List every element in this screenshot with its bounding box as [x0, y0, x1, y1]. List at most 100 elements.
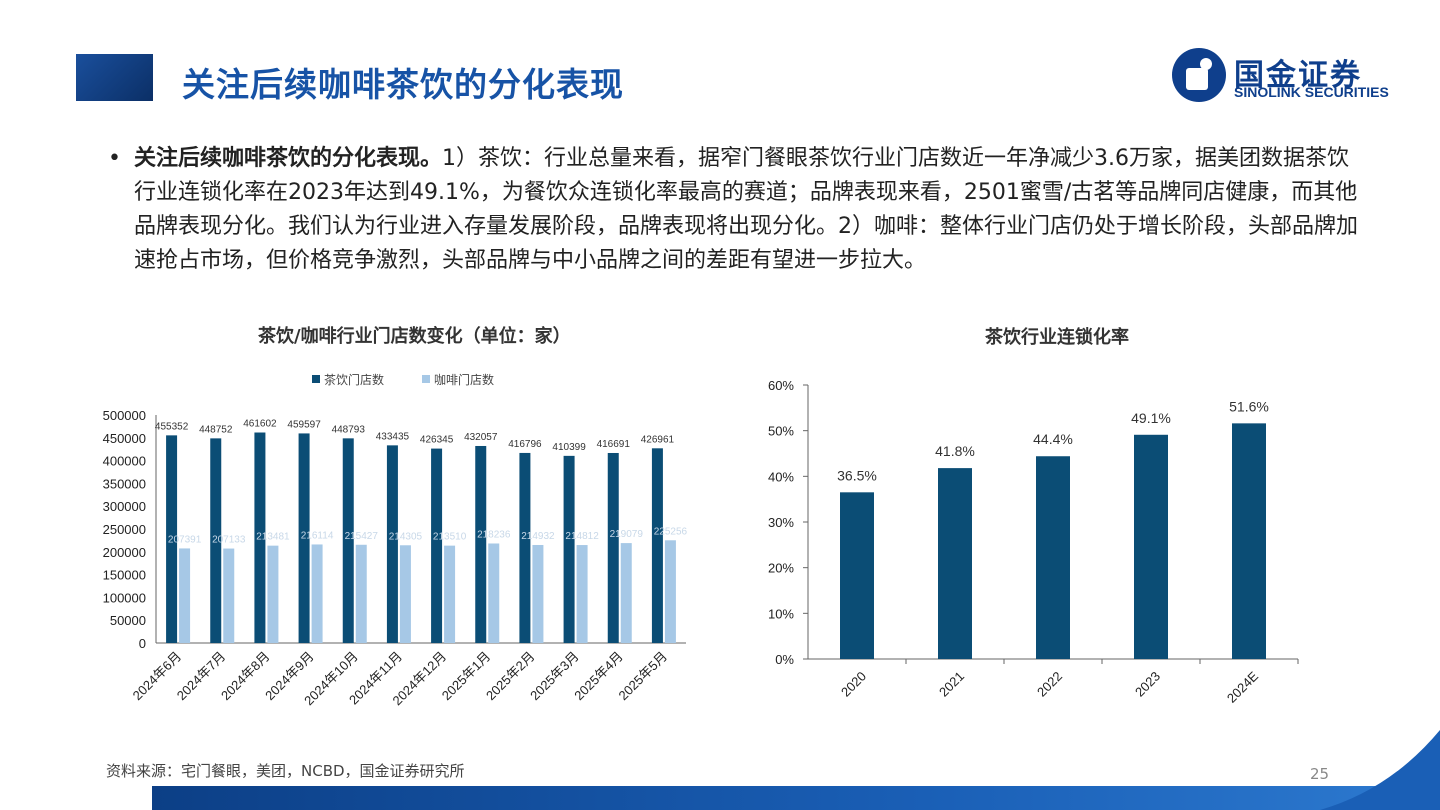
tea-data-label: 448752 [199, 424, 233, 435]
bottom-bar [152, 786, 1440, 810]
chain-rate-data-label: 36.5% [837, 467, 877, 483]
chain-rate-chart: 0% 10% 20% 30% 40% 50% 60% 36.5% 2020 41.8% 2021 44… [768, 378, 1299, 706]
bullet-bold-lead: 关注后续咖啡茶饮的分化表现。 [134, 146, 443, 171]
tea-bar [210, 438, 222, 643]
y-tick-label: 40% [768, 469, 794, 484]
coffee-bar [664, 540, 676, 643]
y-tick-label: 30% [768, 515, 794, 530]
coffee-data-label: 219079 [610, 529, 644, 540]
coffee-data-label: 207391 [168, 534, 202, 545]
y-tick-label: 0 [139, 636, 146, 651]
bullet-body: 1）茶饮：行业总量来看，据窄门餐眼茶饮行业门店数近一年净减少3.6万家，据美团数… [134, 146, 1359, 273]
coffee-data-label: 207133 [212, 535, 246, 546]
tea-bar [254, 432, 266, 643]
coffee-data-label: 214305 [389, 531, 423, 542]
page-number: 25 [1310, 765, 1330, 783]
tea-data-label: 416691 [597, 439, 631, 450]
y-tick-label: 150000 [103, 568, 146, 583]
logo-text-cn: 国金证券 [1234, 58, 1362, 93]
x-tick-label: 2020 [838, 669, 869, 700]
chain-rate-bar [1036, 456, 1070, 659]
coffee-data-label: 213481 [256, 532, 290, 543]
coffee-data-label: 225256 [654, 526, 688, 537]
y-tick-label: 10% [768, 606, 794, 621]
x-tick-label: 2021 [936, 669, 967, 700]
page-title: 关注后续咖啡茶饮的分化表现 [182, 65, 624, 104]
coffee-data-label: 214812 [565, 531, 599, 542]
y-tick-label: 300000 [103, 499, 146, 514]
bullet-paragraph: • 关注后续咖啡茶饮的分化表现。1）茶饮：行业总量来看，据窄门餐眼茶饮行业门店数… [108, 142, 1368, 278]
tea-data-label: 426345 [420, 435, 454, 446]
coffee-bar [355, 544, 367, 643]
coffee-bar [576, 545, 588, 643]
tea-bar [386, 445, 398, 643]
tea-bar [475, 445, 487, 643]
logo-icon [1172, 48, 1226, 102]
x-tick-label: 2022 [1034, 669, 1065, 700]
chart1-title: 茶饮/咖啡行业门店数变化（单位：家） [258, 326, 571, 347]
chain-rate-bar [1134, 434, 1168, 659]
x-tick-label: 2023 [1132, 669, 1163, 700]
legend-label-0: 茶饮门店数 [324, 372, 384, 387]
bullet-dot-icon: • [108, 146, 121, 171]
legend-swatch-0 [312, 375, 320, 383]
coffee-data-label: 214932 [521, 531, 555, 542]
coffee-bar [311, 544, 323, 643]
tea-bar [607, 452, 619, 643]
coffee-bar [223, 548, 235, 643]
chain-rate-data-label: 44.4% [1033, 431, 1073, 447]
y-tick-label: 450000 [103, 431, 146, 446]
source-note: 资料来源：宅门餐眼，美团，NCBD，国金证券研究所 [106, 762, 465, 780]
y-tick-label: 60% [768, 378, 794, 393]
store-count-chart: 茶饮门店数 咖啡门店数 0 50000 100000 150000 200000 250000… [103, 372, 688, 708]
tea-bar [431, 448, 443, 643]
chain-rate-data-label: 41.8% [935, 443, 975, 459]
tea-data-label: 432057 [464, 432, 498, 443]
coffee-bar [532, 544, 544, 643]
tea-data-label: 426961 [641, 434, 675, 445]
coffee-data-label: 218236 [477, 529, 511, 540]
tea-bar [563, 455, 575, 643]
legend-swatch-1 [422, 375, 430, 383]
tea-data-label: 455352 [155, 421, 189, 432]
coffee-bar [399, 545, 411, 643]
tea-data-label: 459597 [287, 419, 321, 430]
legend-label-1: 咖啡门店数 [434, 372, 494, 387]
y-tick-label: 50% [768, 424, 794, 439]
chain-rate-bar [938, 468, 972, 659]
y-tick-label: 250000 [103, 522, 146, 537]
coffee-data-label: 216114 [301, 530, 334, 541]
coffee-data-label: 215427 [345, 531, 379, 542]
tea-bar [519, 452, 531, 643]
coffee-bar [179, 548, 191, 643]
logo: 国金证券 SINOLINK SECURITIES [1170, 46, 1420, 104]
tea-bar [651, 448, 663, 643]
y-tick-label: 200000 [103, 545, 146, 560]
tea-data-label: 433435 [376, 431, 410, 442]
y-tick-label: 400000 [103, 454, 146, 469]
tea-bar [166, 435, 178, 643]
tea-data-label: 416796 [508, 439, 542, 450]
tea-data-label: 410399 [552, 442, 586, 453]
x-tick-label: 2024E [1224, 668, 1261, 705]
tea-data-label: 448793 [332, 424, 366, 435]
corner-decoration [1320, 730, 1440, 810]
chain-rate-bar [840, 492, 874, 659]
tea-data-label: 461602 [243, 419, 277, 430]
x-tick-label: 2025年5月 [615, 649, 670, 704]
title-accent-block [76, 54, 153, 101]
y-tick-label: 350000 [103, 476, 146, 491]
coffee-data-label: 213510 [433, 532, 467, 543]
chain-rate-data-label: 49.1% [1131, 410, 1171, 426]
coffee-bar [488, 543, 500, 643]
y-tick-label: 20% [768, 561, 794, 576]
y-tick-label: 50000 [110, 613, 146, 628]
coffee-bar [267, 545, 279, 643]
chain-rate-bar [1232, 423, 1266, 659]
chain-rate-data-label: 51.6% [1229, 398, 1269, 414]
tea-bar [342, 438, 354, 643]
chart2-title: 茶饮行业连锁化率 [985, 327, 1129, 348]
y-tick-label: 0% [775, 652, 794, 667]
tea-bar [298, 433, 310, 643]
coffee-bar [444, 545, 456, 643]
